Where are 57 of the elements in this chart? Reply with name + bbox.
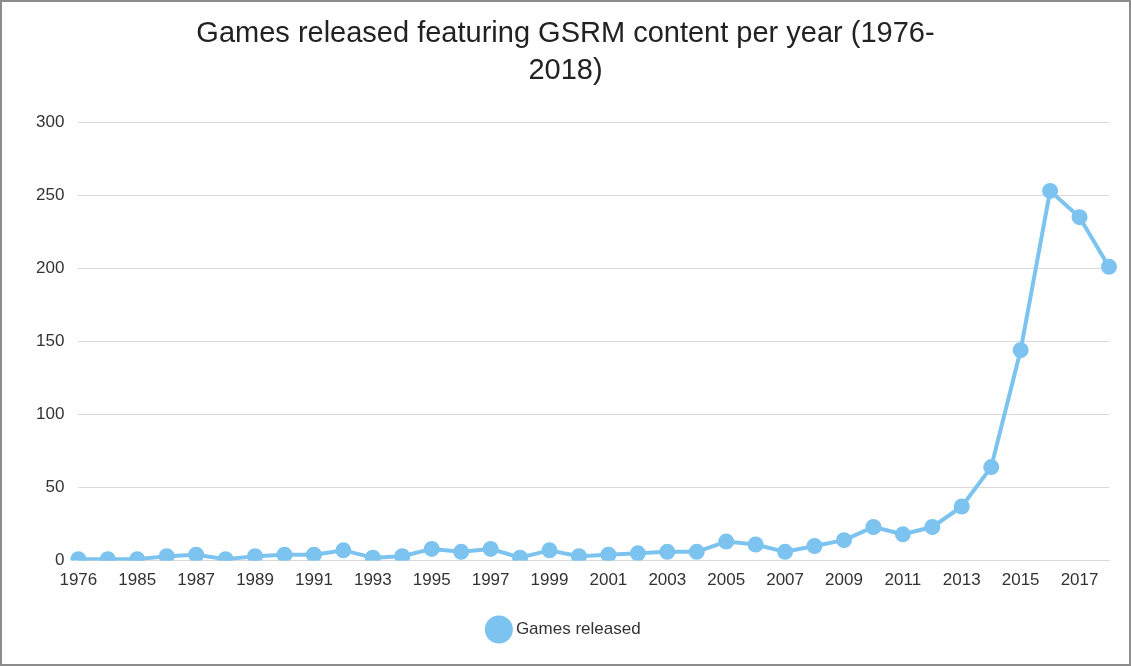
point	[865, 518, 882, 535]
point	[747, 536, 764, 553]
x-tick-label: 2015	[1001, 570, 1040, 590]
point	[1042, 182, 1059, 199]
y-tick-label: 250	[35, 184, 65, 204]
point	[894, 526, 911, 543]
x-tick-label: 2011	[884, 570, 922, 590]
x-tick-label: 2007	[766, 570, 804, 590]
y-tick-label: 300	[35, 111, 65, 131]
point	[335, 542, 352, 559]
x-tick-label: 1997	[471, 570, 510, 590]
point	[453, 543, 470, 560]
point	[600, 546, 617, 561]
point	[806, 537, 823, 554]
x-tick-label: 2009	[825, 570, 863, 590]
point	[158, 548, 175, 561]
y-tick-label: 0	[54, 550, 65, 570]
y-tick-label: 50	[45, 477, 65, 497]
y-tick-label: 100	[35, 404, 65, 424]
x-tick-label: 2003	[648, 570, 687, 590]
point	[423, 540, 440, 557]
point	[718, 533, 735, 550]
point	[1071, 209, 1088, 226]
x-tick-label: 1985	[118, 570, 157, 590]
point	[659, 543, 676, 560]
point	[570, 548, 587, 561]
point	[953, 498, 970, 515]
point	[835, 532, 852, 549]
y-tick-label: 200	[35, 258, 65, 278]
x-tick-label: 2005	[707, 570, 746, 590]
point	[482, 540, 499, 557]
point	[983, 459, 1000, 476]
x-tick-label: 2001	[589, 570, 628, 590]
point	[688, 543, 705, 560]
point	[629, 545, 646, 561]
x-tick-label: 1989	[236, 570, 274, 590]
point	[924, 518, 941, 535]
x-tick-label: 1987	[177, 570, 216, 590]
point	[541, 542, 558, 559]
x-tick-label: 1993	[353, 570, 392, 590]
x-tick-label: 1995	[412, 570, 451, 590]
point	[247, 548, 264, 561]
point	[1012, 342, 1029, 359]
point	[305, 546, 322, 561]
y-tick-label: 150	[35, 331, 65, 351]
point	[1101, 258, 1117, 275]
x-tick-label: 1991	[295, 570, 333, 590]
x-tick-label: 1999	[530, 570, 569, 590]
legend-label: Games released	[515, 619, 641, 639]
point	[777, 543, 794, 560]
point	[188, 546, 205, 561]
x-tick-label: 1976	[59, 570, 98, 590]
point	[394, 548, 411, 561]
point	[276, 546, 293, 561]
x-tick-label: 2013	[942, 570, 981, 590]
x-tick-label: 2017	[1060, 570, 1099, 590]
chart-title: Games released featuring GSRM content per year (1976-2018)	[195, 15, 936, 87]
